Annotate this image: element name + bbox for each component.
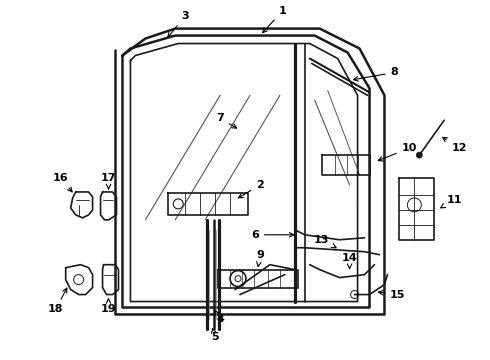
Text: 10: 10 <box>378 143 417 161</box>
Circle shape <box>416 152 422 158</box>
Text: 16: 16 <box>53 173 72 192</box>
Text: 18: 18 <box>48 288 67 315</box>
Text: 5: 5 <box>211 329 219 342</box>
Text: 3: 3 <box>168 11 189 37</box>
Text: 11: 11 <box>441 195 462 208</box>
Text: 13: 13 <box>314 235 336 248</box>
Text: 7: 7 <box>216 113 237 128</box>
Text: 17: 17 <box>101 173 116 189</box>
Text: 6: 6 <box>251 230 294 240</box>
Text: 1: 1 <box>263 6 287 33</box>
Text: 2: 2 <box>239 180 264 198</box>
Text: 4: 4 <box>215 311 224 324</box>
Text: 19: 19 <box>101 298 116 315</box>
Text: 8: 8 <box>354 67 398 81</box>
Text: 9: 9 <box>256 250 264 266</box>
Text: 15: 15 <box>378 289 405 300</box>
Text: 14: 14 <box>342 253 357 269</box>
Text: 12: 12 <box>442 138 467 153</box>
